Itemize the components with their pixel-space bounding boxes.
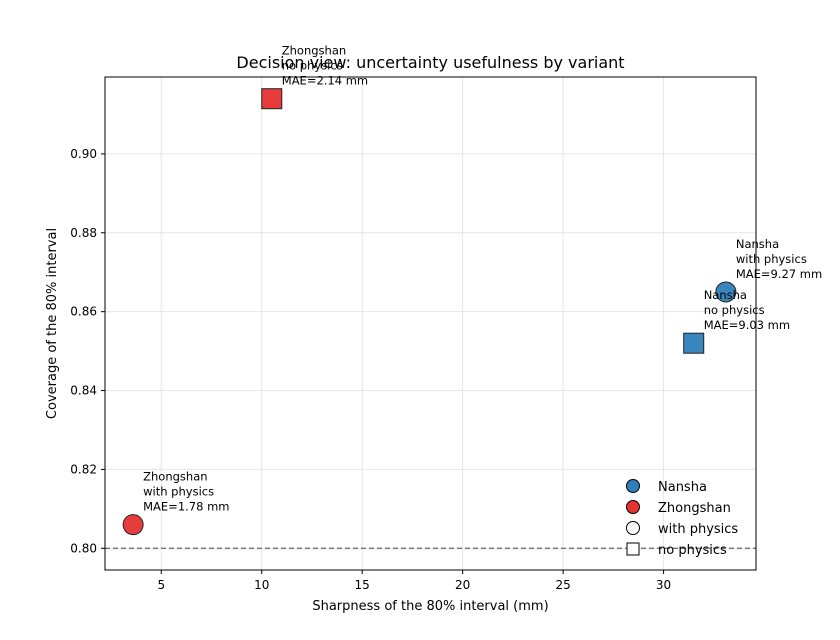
legend-label: with physics [658, 522, 738, 537]
point-annotation: Nansha [704, 288, 747, 302]
y-tick-label: 0.84 [70, 384, 97, 398]
point-annotation: with physics [143, 485, 214, 499]
point-annotation: Nansha [736, 237, 779, 251]
y-axis-label: Coverage of the 80% interval [45, 228, 60, 419]
data-point [715, 281, 737, 303]
y-tick-label: 0.80 [70, 541, 97, 555]
x-tick-label: 30 [656, 578, 671, 592]
y-axis: 0.80 0.82 0.84 0.86 0.88 0.90 [70, 147, 105, 555]
point-annotation: MAE=9.27 mm [736, 267, 822, 281]
x-tick-label: 25 [555, 578, 570, 592]
x-tick-label: 15 [355, 578, 370, 592]
legend-label: Nansha [658, 480, 707, 495]
data-point [261, 88, 283, 110]
point-annotation: Zhongshan [143, 470, 207, 484]
point-annotation: MAE=2.14 mm [282, 74, 368, 88]
x-tick-label: 10 [254, 578, 269, 592]
plot-frame [104, 76, 757, 571]
y-tick-label: 0.90 [70, 147, 97, 161]
y-tick-label: 0.86 [70, 305, 97, 319]
legend-marker [626, 479, 640, 493]
data-point [122, 514, 144, 536]
point-annotation: MAE=9.03 mm [704, 318, 790, 332]
legend-marker [626, 542, 640, 556]
point-annotation: MAE=1.78 mm [143, 500, 229, 514]
y-tick-label: 0.88 [70, 226, 97, 240]
data-points [122, 88, 737, 536]
legend-label: no physics [658, 543, 727, 558]
x-tick-label: 20 [455, 578, 470, 592]
chart-title: Decision view: uncertainty usefulness by… [236, 53, 624, 72]
legend-label: Zhongshan [658, 501, 731, 516]
legend: Nansha Zhongshan with physics no physics [626, 479, 738, 558]
x-tick-label: 5 [157, 578, 165, 592]
point-annotation: no physics [282, 59, 343, 73]
y-tick-label: 0.82 [70, 462, 97, 476]
point-annotation: with physics [736, 252, 807, 266]
legend-marker [626, 500, 640, 514]
point-annotation: no physics [704, 303, 765, 317]
point-annotation: Zhongshan [282, 44, 346, 58]
x-axis: 5 10 15 20 25 30 [157, 570, 671, 592]
data-point [683, 332, 705, 354]
legend-marker [626, 521, 640, 535]
x-axis-label: Sharpness of the 80% interval (mm) [312, 599, 548, 614]
